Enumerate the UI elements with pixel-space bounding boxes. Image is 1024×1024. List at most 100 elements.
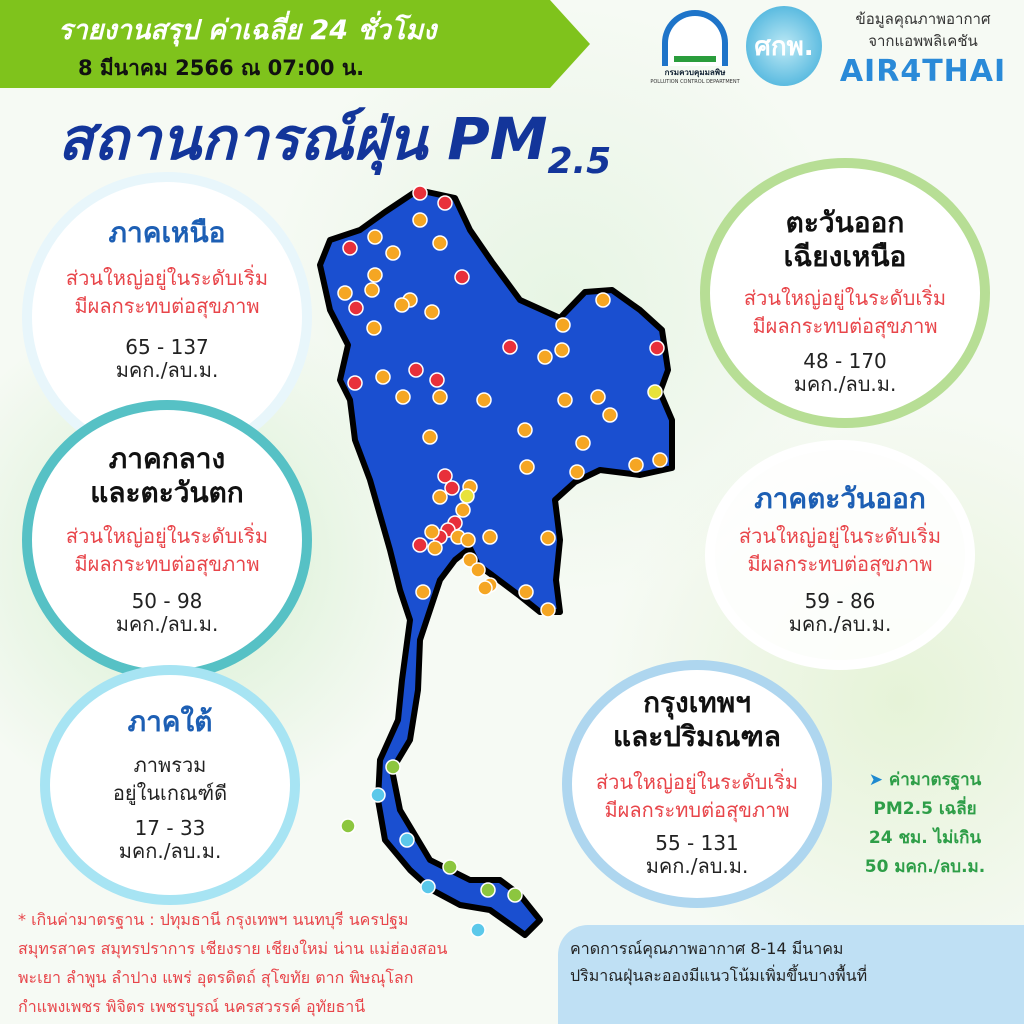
station-marker [476, 392, 492, 408]
station-marker [444, 480, 460, 496]
air-caption-2: จากแอพพลิเคชัน [868, 32, 978, 50]
station-marker [647, 384, 663, 400]
station-marker [385, 245, 401, 261]
station-marker [370, 787, 386, 803]
region-unit: มคก./ลบ.ม. [788, 612, 892, 636]
station-marker [348, 300, 364, 316]
station-marker [454, 269, 470, 285]
station-marker [427, 540, 443, 556]
station-marker [412, 185, 428, 201]
station-marker [649, 340, 665, 356]
region-status: ส่วนใหญ่อยู่ในระดับเริ่ม [65, 524, 269, 548]
station-marker [470, 922, 486, 938]
station-marker [375, 369, 391, 385]
region-range: 17 - 33 [134, 816, 206, 840]
station-marker [394, 297, 410, 313]
station-marker [347, 375, 363, 391]
station-marker [412, 212, 428, 228]
forecast-line: ปริมาณฝุ่นละอองมีแนวโน้มเพิ่มขึ้นบางพื้น… [570, 966, 868, 985]
region-status: มีผลกระทบต่อสุขภาพ [74, 552, 260, 576]
region-name: และปริมณฑล [613, 720, 781, 753]
region-status: ส่วนใหญ่อยู่ในระดับเริ่ม [595, 770, 799, 794]
station-marker [557, 392, 573, 408]
region-name: กรุงเทพฯ [643, 686, 751, 719]
station-marker [432, 389, 448, 405]
region-range: 59 - 86 [804, 589, 876, 613]
thailand-land [317, 187, 675, 938]
station-marker [442, 859, 458, 875]
station-marker [437, 195, 453, 211]
exceed-standard-note: * เกินค่ามาตรฐาน : ปทุมธานี กรุงเทพฯ นนท… [18, 905, 558, 1021]
region-range: 48 - 170 [803, 349, 887, 373]
region-status: ส่วนใหญ่อยู่ในระดับเริ่ม [65, 266, 269, 290]
station-marker [540, 530, 556, 546]
station-marker [569, 464, 585, 480]
station-marker [652, 452, 668, 468]
arrow-icon: ➤ [868, 770, 889, 790]
station-marker [415, 584, 431, 600]
page-title: สถานการณ์ฝุ่น PM2.5 [58, 92, 611, 185]
station-marker [462, 552, 478, 568]
station-marker [519, 459, 535, 475]
region-range: 50 - 98 [131, 589, 203, 613]
region-unit: มคก./ลบ.ม. [115, 612, 219, 636]
station-marker [412, 537, 428, 553]
note-line: พะเยา ลำพูน ลำปาง แพร่ อุตรดิตถ์ สุโขทัย… [18, 968, 414, 987]
station-marker [595, 292, 611, 308]
region-central-west: ภาคกลาง และตะวันตก ส่วนใหญ่อยู่ในระดับเร… [22, 400, 312, 680]
station-marker [342, 240, 358, 256]
region-name: และตะวันตก [90, 476, 244, 509]
standard-line: 50 มคก./ลบ.ม. [864, 857, 986, 877]
station-marker [408, 362, 424, 378]
region-status: ส่วนใหญ่อยู่ในระดับเริ่ม [738, 524, 942, 548]
note-line: กำแพงเพชร พิจิตร เพชรบูรณ์ นครสวรรค์ อุท… [18, 997, 366, 1016]
region-name: ภาคใต้ [127, 705, 213, 738]
station-marker [385, 759, 401, 775]
station-marker [518, 584, 534, 600]
region-status: มีผลกระทบต่อสุขภาพ [604, 798, 790, 822]
region-name: ภาคตะวันออก [754, 482, 926, 515]
region-status: มีผลกระทบต่อสุขภาพ [747, 552, 933, 576]
header-banner: รายงานสรุป ค่าเฉลี่ย 24 ชั่วโมง 8 มีนาคม… [0, 0, 590, 88]
station-marker [602, 407, 618, 423]
region-name: ภาคเหนือ [108, 216, 226, 249]
station-marker [429, 372, 445, 388]
title-main: สถานการณ์ฝุ่น PM [58, 105, 548, 173]
region-range: 55 - 131 [655, 831, 739, 855]
station-marker [340, 818, 356, 834]
station-marker [366, 320, 382, 336]
region-east: ภาคตะวันออก ส่วนใหญ่อยู่ในระดับเริ่ม มีผ… [705, 440, 975, 670]
region-name: ภาคกลาง [108, 442, 226, 475]
region-unit: มคก./ลบ.ม. [793, 372, 897, 396]
report-title: รายงานสรุป ค่าเฉลี่ย 24 ชั่วโมง [58, 15, 437, 46]
forecast-box: คาดการณ์คุณภาพอากาศ 8-14 มีนาคม ปริมาณฝุ… [558, 925, 1024, 1024]
region-status: ภาพรวม [133, 753, 207, 777]
station-marker [502, 339, 518, 355]
standard-line: 24 ชม. ไม่เกิน [868, 828, 982, 848]
region-name: ตะวันออก [785, 206, 905, 239]
station-marker [540, 602, 556, 618]
station-marker [459, 488, 475, 504]
station-marker [482, 529, 498, 545]
standard-line: PM2.5 เฉลี่ย [873, 799, 977, 819]
station-marker [437, 468, 453, 484]
region-unit: มคก./ลบ.ม. [115, 358, 219, 382]
region-name: เฉียงเหนือ [783, 240, 907, 273]
region-status: มีผลกระทบต่อสุขภาพ [74, 294, 260, 318]
station-marker [460, 532, 476, 548]
region-south: ภาคใต้ ภาพรวม อยู่ในเกณฑ์ดี 17 - 33 มคก.… [40, 665, 300, 905]
station-marker [537, 349, 553, 365]
note-line: สมุทรสาคร สมุทรปราการ เชียงราย เชียงใหม่… [18, 939, 448, 958]
pcd-name: กรมควบคุมมลพิษ [664, 68, 726, 77]
station-marker [480, 882, 496, 898]
region-northeast: ตะวันออก เฉียงเหนือ ส่วนใหญ่อยู่ในระดับเ… [700, 158, 990, 428]
station-marker [455, 502, 471, 518]
station-marker [420, 879, 436, 895]
station-marker [367, 267, 383, 283]
station-marker [507, 887, 523, 903]
air4thai-brand: AIR4THAI [839, 54, 1007, 89]
note-line: * เกินค่ามาตรฐาน : ปทุมธานี กรุงเทพฯ นนท… [18, 910, 409, 929]
station-marker [590, 389, 606, 405]
region-unit: มคก./ลบ.ม. [118, 839, 222, 863]
